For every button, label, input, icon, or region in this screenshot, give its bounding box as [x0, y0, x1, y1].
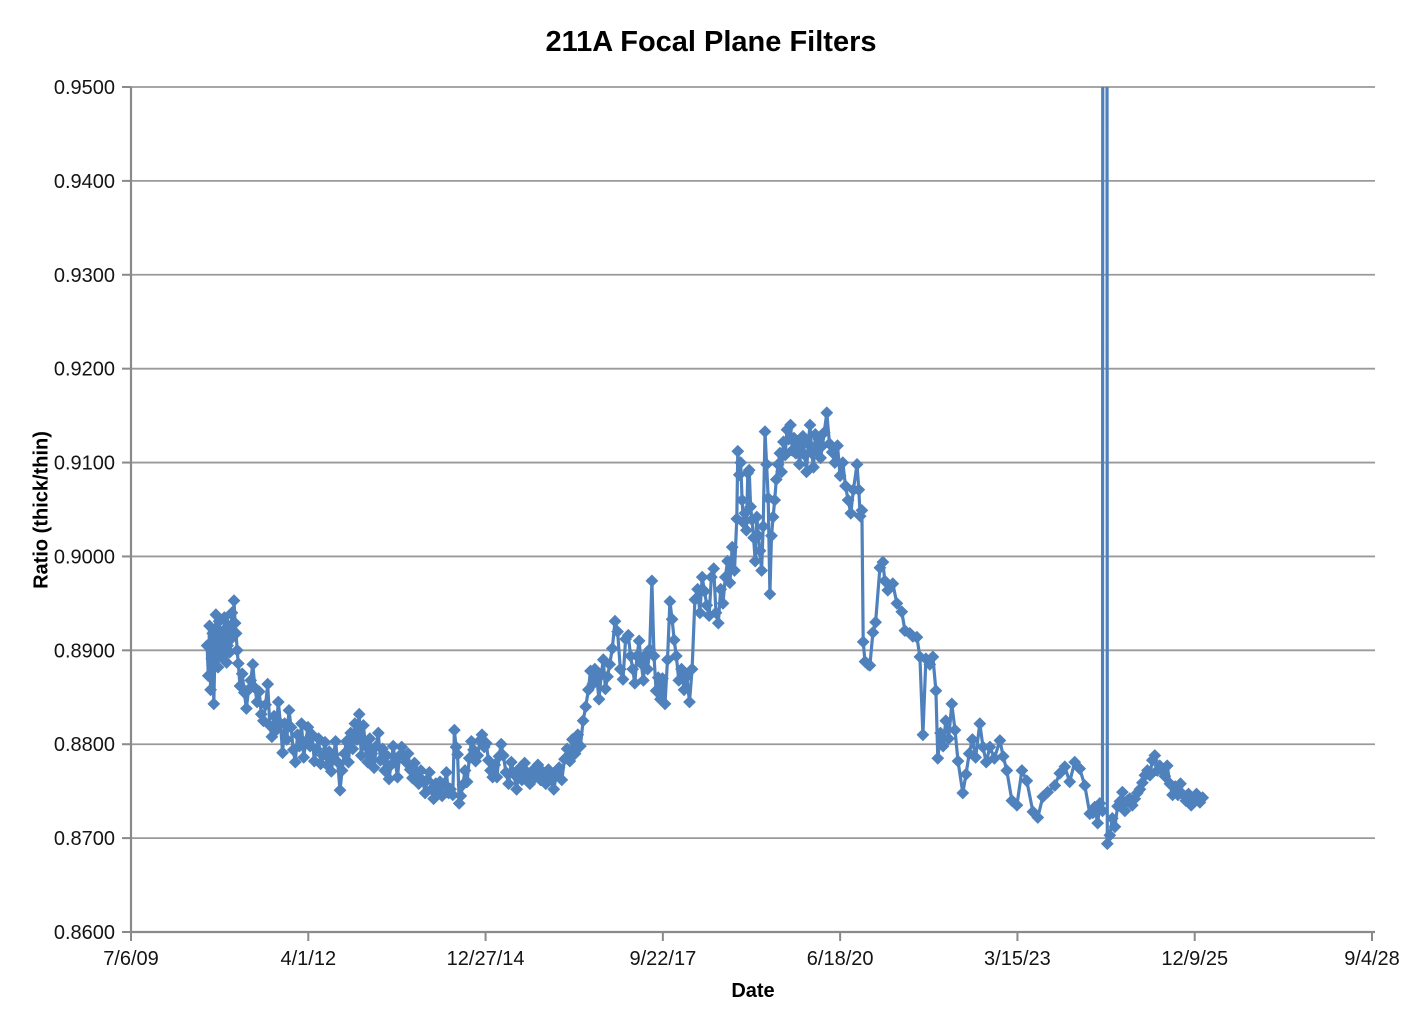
y-axis-title: Ratio (thick/thin): [30, 431, 53, 589]
y-tick-label: 0.9200: [54, 359, 115, 381]
y-tick-label: 0.8700: [54, 828, 115, 850]
y-tick-label: 0.9400: [54, 171, 115, 193]
y-tick-label: 0.9500: [54, 77, 115, 99]
x-tick-label: 7/6/09: [103, 948, 159, 970]
x-tick-label: 4/1/12: [280, 948, 336, 970]
y-tick-label: 0.9000: [54, 546, 115, 568]
chart-title: 211A Focal Plane Filters: [545, 26, 877, 58]
data-point-markers: [200, 406, 1210, 851]
x-tick-label: 12/27/14: [447, 948, 525, 970]
x-tick-label: 9/22/17: [629, 948, 696, 970]
series-group: [200, 87, 1210, 851]
x-tick-label: 3/15/23: [984, 948, 1051, 970]
x-axis-title: Date: [731, 980, 775, 1002]
x-tick-label: 6/18/20: [807, 948, 874, 970]
y-tick-label: 0.8600: [54, 922, 115, 944]
y-tick-label: 0.8800: [54, 734, 115, 756]
y-tick-label: 0.9100: [54, 453, 115, 475]
y-tick-label: 0.8900: [54, 640, 115, 662]
x-tick-label: 9/4/28: [1344, 948, 1400, 970]
y-tick-label: 0.9300: [54, 265, 115, 287]
x-tick-label: 12/9/25: [1161, 948, 1228, 970]
